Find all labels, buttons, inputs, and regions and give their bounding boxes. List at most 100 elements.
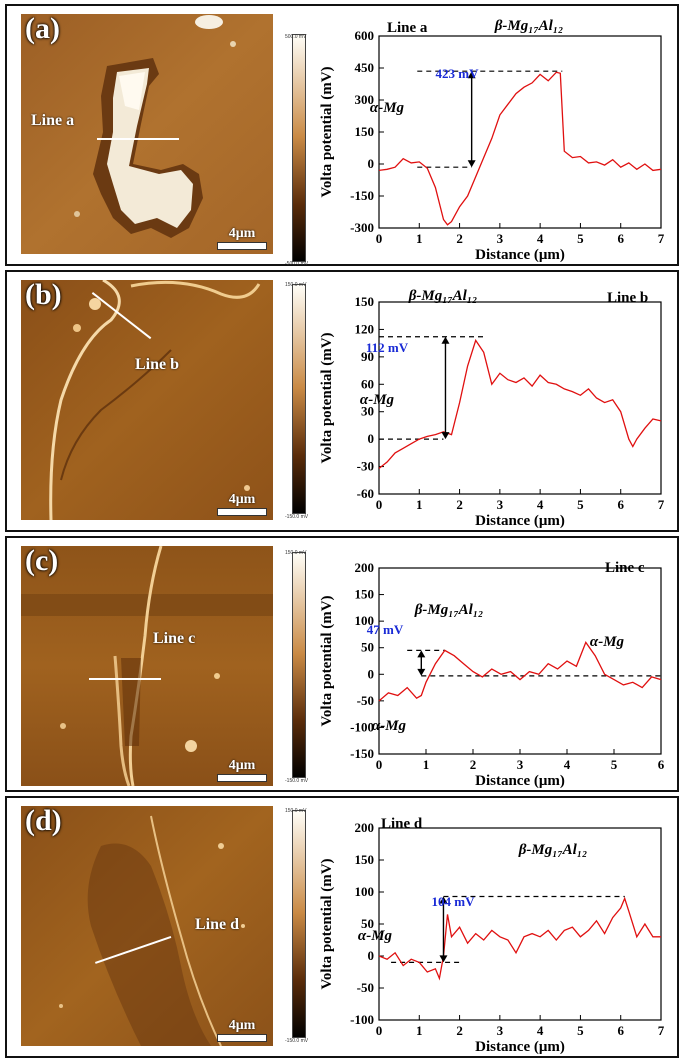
y-tick-label: 150	[355, 852, 375, 867]
colorbar-max-label: 150.0 mV	[285, 550, 307, 556]
colorbar	[292, 552, 306, 778]
y-tick-label: 120	[355, 321, 375, 336]
y-tick-label: 50	[361, 916, 374, 931]
difference-label: 112 mV	[366, 340, 409, 355]
phase-label: β-Mg₁₇Al₁₂	[494, 18, 564, 34]
colorbar	[292, 810, 306, 1038]
x-tick-label: 6	[617, 497, 624, 512]
line-title: Line b	[607, 290, 648, 306]
arrow-head-up	[439, 896, 448, 904]
arrow-head-up	[467, 71, 476, 79]
colorbar	[292, 34, 306, 262]
series-line	[378, 641, 662, 702]
x-tick-label: 7	[658, 497, 665, 512]
panel-d: (d) Line d 4μm 150.0 mV -150.0 mV 0 1 2 3 4 5…	[5, 796, 679, 1058]
arrow-head-up	[441, 336, 450, 344]
afm-image-a: (a) Line a 4μm	[21, 14, 273, 254]
y-tick-label: 150	[355, 587, 375, 602]
scale-bar: 4μm	[217, 758, 267, 782]
x-tick-label: 7	[658, 1023, 665, 1038]
panel-label: (a)	[25, 14, 60, 45]
line-label: Line b	[135, 356, 180, 373]
x-tick-label: 5	[611, 757, 618, 772]
series-line	[378, 338, 662, 469]
y-axis-label: Volta potential (mV)	[319, 332, 335, 463]
y-tick-label: -300	[350, 220, 374, 235]
y-tick-label: 90	[361, 349, 374, 364]
arrow-head-down	[467, 160, 476, 168]
y-tick-label: -100	[350, 1012, 374, 1027]
x-tick-label: 3	[497, 497, 504, 512]
x-tick-label: 0	[376, 1023, 383, 1038]
series-line	[378, 71, 662, 226]
x-tick-label: 2	[456, 1023, 463, 1038]
x-tick-label: 5	[577, 231, 584, 246]
x-tick-label: 7	[658, 231, 665, 246]
y-tick-label: 600	[355, 28, 375, 43]
chart-c: 0 1 2 3 4 5 6 -150 -100 -50 0 50 100 150 200 Distance (…	[319, 560, 665, 789]
arrow-head-down	[441, 432, 450, 440]
x-tick-label: 1	[416, 497, 423, 512]
x-tick-label: 0	[376, 231, 383, 246]
line-label: Line a	[31, 112, 75, 129]
scale-bar-label: 4μm	[228, 758, 256, 773]
phase-label: α-Mg	[370, 100, 405, 116]
x-tick-label: 1	[423, 757, 430, 772]
x-axis-label: Distance (μm)	[475, 513, 565, 529]
y-axis-label: Volta potential (mV)	[319, 858, 335, 989]
y-tick-label: 0	[368, 948, 375, 963]
phase-label: β-Mg₁₇Al₁₂	[518, 842, 588, 858]
y-tick-label: 200	[355, 820, 375, 835]
x-tick-label: 5	[577, 1023, 584, 1038]
chart-d: 0 1 2 3 4 5 6 7 -100 -50 0 50 100 150 200 Distance (μm)…	[319, 816, 665, 1055]
panel-c: (c) Line c 4μm 150.0 mV -150.0 mV 0 1 2 3 4 5…	[5, 536, 679, 792]
colorbar	[292, 284, 306, 514]
y-tick-label: -100	[350, 719, 374, 734]
afm-image-b: (b) Line b 4μm	[21, 280, 273, 520]
arrow-head-down	[439, 955, 448, 963]
profile-line	[97, 138, 179, 140]
y-axis-label: Volta potential (mV)	[319, 66, 335, 197]
x-tick-label: 4	[537, 497, 544, 512]
x-tick-label: 0	[376, 757, 383, 772]
y-tick-label: -60	[357, 486, 374, 501]
afm-image-d: (d) Line d 4μm	[21, 806, 273, 1046]
y-tick-label: -50	[357, 693, 374, 708]
x-tick-label: 4	[537, 231, 544, 246]
difference-label: 104 mV	[432, 894, 476, 909]
y-tick-label: 0	[368, 431, 375, 446]
y-tick-label: 150	[355, 294, 375, 309]
colorbar-min-label: -150.0 mV	[285, 778, 309, 784]
phase-label: α-Mg	[590, 634, 625, 650]
line-title: Line d	[381, 816, 423, 832]
colorbar-min-label: -150.0 mV	[285, 514, 309, 520]
scale-bar-label: 4μm	[228, 226, 256, 241]
colorbar-max-label: 150.0 mV	[285, 808, 307, 814]
phase-label: α-Mg	[372, 718, 407, 734]
x-axis-label: Distance (μm)	[475, 1039, 565, 1055]
arrow-head-down	[417, 668, 426, 676]
series-line	[378, 896, 661, 981]
y-tick-label: 100	[355, 884, 375, 899]
panel-label: (d)	[25, 806, 62, 837]
panel-b: (b) Line b 4μm 150.0 mV -150.0 mV 0 1 2 3 4 5…	[5, 270, 679, 532]
difference-label: 47 mV	[367, 622, 404, 637]
y-tick-label: 30	[361, 404, 374, 419]
colorbar-max-label: 150.0 mV	[285, 282, 307, 288]
y-tick-label: 450	[355, 60, 375, 75]
colorbar-max-label: 500.0 mV	[285, 34, 307, 40]
line-title: Line c	[605, 560, 645, 576]
scale-bar: 4μm	[217, 492, 267, 516]
x-tick-label: 1	[416, 1023, 423, 1038]
colorbar-min-label: -500.0 mV	[285, 261, 309, 267]
arrow-head-up	[417, 650, 426, 658]
chart-a: 0 1 2 3 4 5 6 7 -300 -150 0 150 300 450 600 Distance (μ…	[319, 18, 665, 263]
x-tick-label: 2	[456, 497, 463, 512]
x-tick-label: 4	[564, 757, 571, 772]
line-label: Line d	[195, 916, 240, 933]
scale-bar-label: 4μm	[228, 1018, 256, 1033]
x-tick-label: 3	[497, 1023, 504, 1038]
plot-frame	[378, 35, 662, 229]
line-label: Line c	[153, 630, 196, 647]
